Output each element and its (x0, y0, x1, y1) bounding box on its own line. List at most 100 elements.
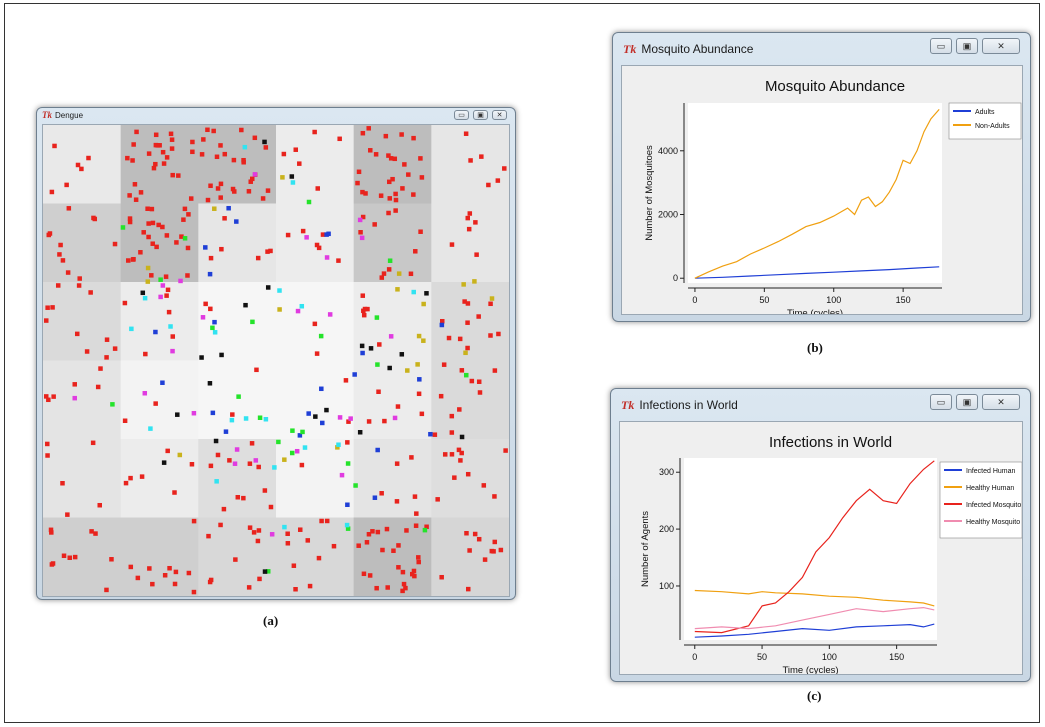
agent (143, 351, 148, 357)
tk-icon: Tk (621, 397, 635, 412)
agent (150, 581, 155, 587)
agent (219, 352, 224, 358)
agent (246, 585, 252, 590)
agent (170, 348, 175, 354)
agent (463, 350, 468, 356)
agent (324, 255, 330, 260)
infections-title-bar[interactable]: Tk Infections in World (611, 389, 1030, 421)
agent (215, 452, 221, 458)
agent (169, 137, 175, 142)
agent (375, 362, 380, 367)
agent (218, 181, 224, 187)
grid-zone (43, 439, 122, 518)
legend-label: Infected Human (966, 468, 1016, 475)
grid-zone (353, 282, 432, 361)
agent (337, 136, 342, 142)
grid-zone (353, 203, 432, 283)
agent (133, 197, 139, 202)
agent (363, 191, 368, 196)
figure-frame (4, 3, 1040, 723)
agent (246, 189, 252, 194)
agent (465, 215, 470, 221)
agent (489, 296, 495, 301)
agent (262, 488, 268, 493)
minimize-button[interactable]: ▭ (454, 110, 469, 120)
mosquito-window[interactable]: Tk Mosquito Abundance ▭ ▣ ✕ Mosquito Abu… (612, 32, 1031, 322)
agent (141, 230, 146, 235)
dengue-canvas[interactable] (42, 124, 510, 597)
agent (77, 276, 82, 281)
agent (316, 555, 322, 561)
close-button[interactable]: ✕ (982, 394, 1020, 410)
agent (128, 564, 134, 570)
agent (50, 305, 55, 310)
mosquito-window-controls: ▭ ▣ ✕ (930, 38, 1020, 54)
infections-window[interactable]: Tk Infections in World ▭ ▣ ✕ Infections … (610, 388, 1031, 682)
agent (146, 234, 151, 240)
grid-zone (276, 517, 355, 596)
dengue-window[interactable]: Tk Dengue ▭ ▣ ✕ (36, 107, 516, 600)
agent (44, 318, 49, 323)
tk-icon: Tk (623, 41, 637, 56)
agent (185, 245, 191, 251)
caption-c: (c) (807, 688, 822, 703)
maximize-button[interactable]: ▣ (473, 110, 488, 120)
agent (281, 151, 287, 157)
agent (421, 301, 426, 307)
agent (488, 301, 493, 307)
legend-label: Healthy Mosquito (966, 519, 1020, 526)
agent (172, 581, 178, 587)
maximize-button[interactable]: ▣ (956, 394, 978, 410)
grid-zone (120, 203, 199, 283)
close-button[interactable]: ✕ (492, 110, 507, 120)
agent (446, 335, 452, 341)
minimize-button[interactable]: ▭ (930, 38, 952, 54)
agent (411, 192, 416, 197)
grid-zone (431, 439, 509, 518)
agent (449, 452, 455, 457)
agent (207, 381, 213, 386)
agent (386, 153, 391, 158)
agent (416, 555, 421, 560)
agent (290, 428, 295, 433)
agent (65, 512, 70, 517)
agent (409, 455, 414, 460)
mosquito-title-bar[interactable]: Tk Mosquito Abundance (613, 33, 1030, 65)
agent (60, 258, 66, 263)
agent (476, 379, 482, 384)
agent (336, 442, 341, 447)
agent (348, 416, 353, 421)
agent (223, 429, 229, 434)
agent (218, 522, 223, 528)
agent (366, 126, 371, 131)
agent (185, 273, 190, 278)
maximize-button[interactable]: ▣ (956, 38, 978, 54)
agent (213, 438, 219, 444)
agent (211, 128, 216, 134)
agent (357, 217, 363, 223)
infections-window-title: Infections in World (639, 398, 738, 412)
agent (135, 575, 141, 581)
agent (128, 475, 133, 481)
agent (138, 190, 144, 195)
agent (160, 283, 166, 288)
agent (320, 232, 326, 237)
agent (130, 158, 135, 163)
agent (254, 367, 259, 373)
agent (147, 566, 152, 571)
agent (205, 127, 210, 133)
agent (172, 490, 177, 495)
agent (75, 162, 81, 168)
agent (320, 420, 325, 426)
agent (208, 463, 214, 469)
close-button[interactable]: ✕ (982, 38, 1020, 54)
dengue-title-bar[interactable]: Tk Dengue (37, 108, 515, 122)
minimize-button[interactable]: ▭ (930, 394, 952, 410)
agent (45, 441, 50, 447)
agent (392, 156, 398, 162)
agent (167, 565, 172, 571)
agent (252, 172, 258, 177)
x-axis-label: Time (cycles) (787, 308, 843, 314)
agent (432, 432, 438, 437)
agent (491, 549, 496, 554)
